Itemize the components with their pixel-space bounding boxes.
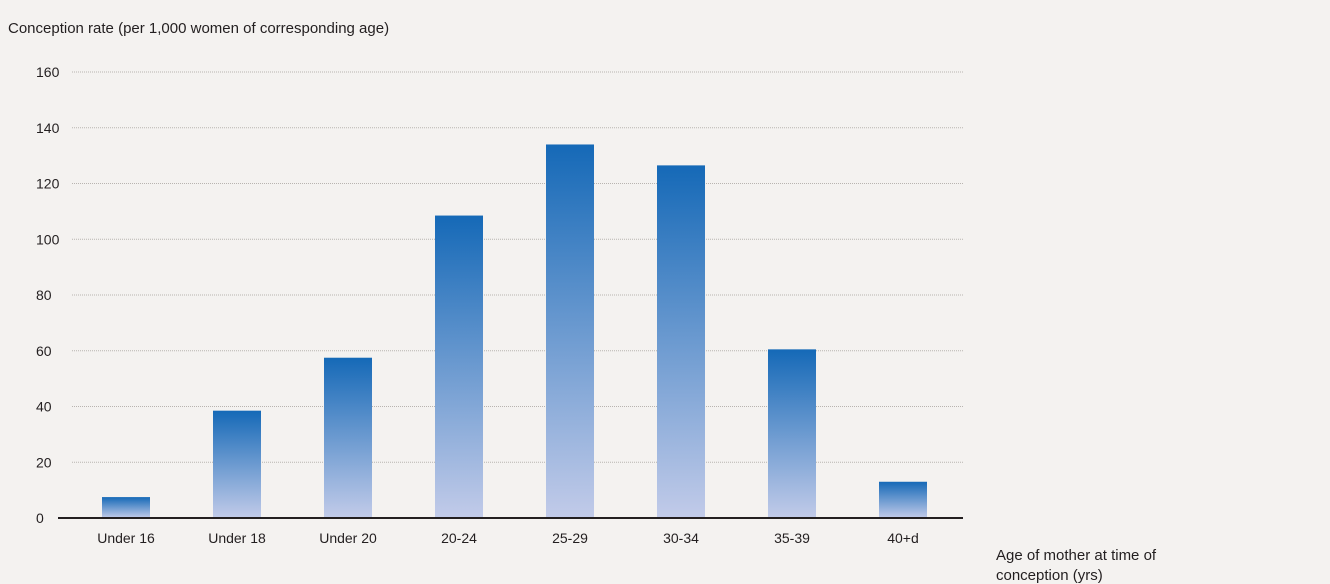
x-tick-labels: Under 16 Under 18 Under 20 20-24 25-29 30-34 3… [97,530,919,546]
x-tick-label: Under 18 [208,530,266,546]
y-tick-labels: 0 20 40 60 80 100 120 140 160 [36,64,60,526]
y-tick-label: 20 [36,454,52,470]
y-tick-label: 120 [36,176,60,192]
x-tick-label: 25-29 [552,530,588,546]
x-tick-label: 20-24 [441,530,477,546]
y-tick-label: 140 [36,120,60,136]
x-tick-label: Under 16 [97,530,155,546]
y-axis-label: Conception rate (per 1,000 women of corr… [8,20,389,37]
y-tick-label: 100 [36,231,60,247]
bar-under-18 [213,410,261,518]
y-tick-label: 40 [36,399,52,415]
x-tick-label: Under 20 [319,530,377,546]
bar-under-16 [102,497,150,518]
x-tick-label: 30-34 [663,530,699,546]
y-tick-label: 0 [36,510,44,526]
x-axis-label-line-2: conception (yrs) [996,567,1103,584]
bar-under-20 [324,357,372,518]
x-tick-label: 35-39 [774,530,810,546]
y-tick-label: 80 [36,287,52,303]
x-axis-label-line-1: Age of mother at time of [996,547,1157,564]
bar-25-29 [546,144,594,518]
x-tick-label: 40+d [887,530,919,546]
gridlines [72,71,963,463]
bar-30-34 [657,165,705,518]
y-tick-label: 160 [36,64,60,80]
y-tick-label: 60 [36,343,52,359]
bar-35-39 [768,349,816,518]
bars [102,144,927,518]
bar-20-24 [435,215,483,518]
bar-40-d [879,481,927,518]
